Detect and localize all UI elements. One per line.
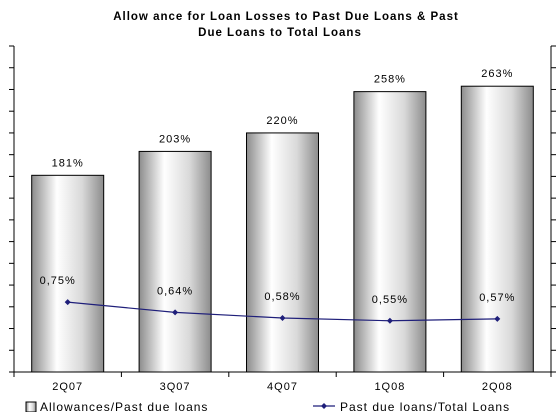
bar [246, 132, 319, 373]
line-data-label: 0,55% [372, 294, 408, 306]
bar-data-label: 220% [266, 115, 298, 127]
legend-swatch-bars [25, 401, 37, 412]
line-point [172, 309, 179, 316]
bar-labels: 181% 203% 220% 258% 263% [52, 68, 513, 169]
bar [353, 91, 427, 373]
x-tick-label: 3Q07 [160, 381, 191, 393]
legend: Allowances/Past due loans Past due loans/… [25, 400, 510, 412]
chart-title-line-1: Allow ance for Loan Losses to Past Due L… [113, 11, 459, 23]
bar-data-label: 181% [52, 157, 84, 169]
bar-data-label: 203% [159, 133, 191, 145]
right-axis [550, 45, 556, 373]
legend-label-bars: Allowances/Past due loans [40, 400, 208, 412]
line-point [386, 317, 393, 324]
x-tick-label: 2Q07 [52, 381, 83, 393]
x-tick-label: 2Q08 [482, 381, 513, 393]
line-data-label: 0,57% [479, 292, 515, 304]
bar [138, 150, 212, 373]
bar-data-label: 258% [374, 74, 406, 86]
x-tick-label: 1Q08 [374, 381, 405, 393]
left-axis [9, 45, 15, 373]
line-data-label: 0,64% [157, 285, 193, 297]
legend-label-line: Past due loans/Total Loans [340, 400, 510, 412]
bar [460, 85, 534, 373]
line-point [279, 314, 286, 321]
legend-swatch-marker [321, 403, 327, 409]
bar-data-label: 263% [481, 68, 513, 80]
line-series [64, 299, 501, 324]
line-data-label: 0,58% [264, 291, 300, 303]
x-tick-label: 4Q07 [267, 381, 298, 393]
line-labels: 0,75% 0,64% 0,58% 0,55% 0,57% [40, 275, 515, 306]
line-point [64, 299, 71, 306]
bar-series [31, 85, 534, 373]
x-axis: 2Q07 3Q07 4Q07 1Q08 2Q08 [13, 371, 552, 393]
line-data-label: 0,75% [40, 275, 76, 287]
bar [31, 174, 105, 373]
chart-title-line-2: Due Loans to Total Loans [198, 27, 362, 39]
line-point [494, 315, 501, 322]
